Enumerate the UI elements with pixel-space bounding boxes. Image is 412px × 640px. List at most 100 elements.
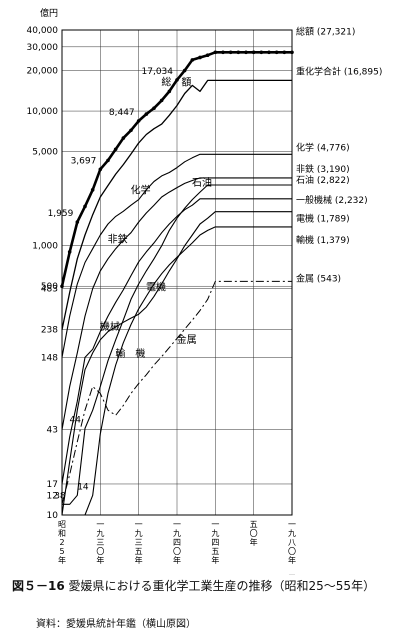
series-point	[236, 50, 241, 55]
series-point	[113, 147, 118, 152]
x-tick-label-char: 〇	[173, 547, 181, 556]
series-inline-label: 輸 機	[115, 347, 145, 360]
y-tick-label: 40,000	[27, 26, 59, 36]
series-line	[61, 177, 292, 430]
x-tick-label-char: 一	[96, 520, 104, 529]
x-tick-label-char: 年	[288, 555, 296, 565]
series-inline-label: 総 額	[161, 75, 191, 88]
data-value-label: 1,959	[48, 209, 74, 219]
y-tick-label: 30,000	[27, 43, 59, 53]
x-tick-label-char: 五	[288, 574, 296, 575]
x-tick-label-char: 三	[135, 538, 143, 547]
series-point	[121, 136, 126, 140]
x-tick-label-char: 年	[96, 555, 104, 565]
figure-title: 愛媛県における重化学工業生産の推移（昭和25～55年）	[68, 579, 376, 593]
y-tick-label: 10	[47, 511, 59, 521]
data-value-label: 12	[47, 491, 58, 501]
x-tick-label-char: 年	[250, 537, 258, 547]
x-tick-label-char: 一	[288, 520, 296, 529]
series-point	[129, 128, 133, 133]
series-line	[62, 184, 292, 505]
series-inline-label: 化学	[131, 184, 151, 197]
x-tick-label-char: 〇	[96, 547, 104, 556]
series-point	[205, 53, 210, 57]
series-end-label: 金属 (543)	[296, 272, 341, 284]
series-point	[152, 106, 156, 111]
series-point	[221, 50, 225, 55]
series-point	[98, 167, 103, 172]
series-point	[144, 112, 149, 116]
x-tick-label-char: 五	[250, 520, 258, 529]
figure-caption: 図５－16 愛媛県における重化学工業生産の推移（昭和25～55年）	[12, 578, 404, 594]
y-tick-label: 17	[47, 480, 58, 490]
figure-number: 図５－16	[12, 579, 65, 593]
x-tick-label-char: 〇	[250, 529, 258, 538]
x-tick-label-char: 年	[135, 555, 143, 565]
series-point	[106, 158, 110, 163]
series-point	[282, 50, 287, 55]
x-tick-label-char: 一	[173, 520, 181, 529]
x-tick-label-char: 三	[96, 538, 104, 547]
figure-source: 資料：愛媛県統計年鑑（横山原図）	[36, 619, 196, 630]
x-tick-label-char: 一	[135, 520, 143, 529]
series-line	[61, 79, 292, 330]
x-tick-label-char: 八	[288, 538, 296, 547]
x-tick-label-char: 一	[211, 520, 219, 529]
series-line	[62, 226, 292, 516]
series-point	[274, 50, 279, 55]
y-tick-label: 500	[41, 282, 58, 292]
x-tick-label-char: 五	[135, 547, 143, 556]
series-end-label: 輸機 (1,379)	[296, 234, 350, 246]
series-point	[83, 204, 87, 209]
data-value-label: 44	[70, 415, 82, 425]
x-tick-label-char: 五	[211, 547, 219, 556]
y-tick-label: 20,000	[27, 67, 59, 77]
series-inline-label: 石油	[192, 176, 212, 189]
y-tick-label: 483	[41, 284, 58, 294]
series-end-label: 化学 (4,776)	[296, 141, 350, 153]
series-point	[244, 50, 248, 55]
x-tick-label-char: 九	[211, 529, 219, 538]
series-point	[175, 78, 179, 82]
series-end-label: 総額 (27,321)	[296, 25, 355, 37]
series-inline-label: 金属	[177, 333, 197, 346]
series-point	[136, 119, 141, 123]
x-tick-label-char: 九	[135, 529, 143, 538]
series-line	[61, 280, 292, 505]
x-tick-label-char: 和	[58, 529, 66, 538]
x-tick-label-char: 昭	[58, 520, 66, 529]
series-point	[90, 188, 95, 192]
data-value-label: 14	[77, 482, 89, 492]
y-tick-label: 43	[47, 426, 58, 436]
series-point	[267, 50, 271, 55]
data-value-label: 38	[54, 491, 66, 501]
x-tick-label-char: 年	[173, 555, 181, 565]
series-line	[61, 198, 292, 485]
series-point	[60, 284, 64, 289]
series-line	[61, 211, 292, 516]
x-tick-label-char: 四	[211, 538, 219, 547]
x-tick-label-char: 九	[96, 529, 104, 538]
y-tick-label: 1,000	[32, 242, 58, 252]
series-end-label: 一般機械 (2,232)	[296, 194, 368, 206]
series-point	[259, 50, 264, 55]
y-unit-label: 億円	[40, 7, 58, 19]
series-inline-label: 電機	[146, 280, 166, 293]
x-tick-label-char: 〇	[288, 547, 296, 556]
series-point	[190, 58, 195, 62]
series-end-label: 非鉄 (3,190)	[296, 163, 350, 175]
series-inline-label: 非鉄	[108, 233, 128, 246]
x-tick-label-char: 九	[173, 529, 181, 538]
y-tick-label: 10,000	[27, 107, 59, 117]
series-point	[75, 220, 80, 224]
series-point	[182, 68, 187, 73]
series-point	[159, 98, 164, 103]
series-point	[198, 55, 202, 60]
series-point	[251, 50, 256, 55]
series-inline-label: 機械	[100, 320, 120, 333]
series-end-label: 電機 (1,789)	[296, 213, 350, 225]
series-point	[67, 250, 72, 254]
x-tick-label-char: 5	[59, 547, 64, 556]
series-point	[228, 50, 233, 55]
y-tick-label: 238	[41, 326, 58, 336]
